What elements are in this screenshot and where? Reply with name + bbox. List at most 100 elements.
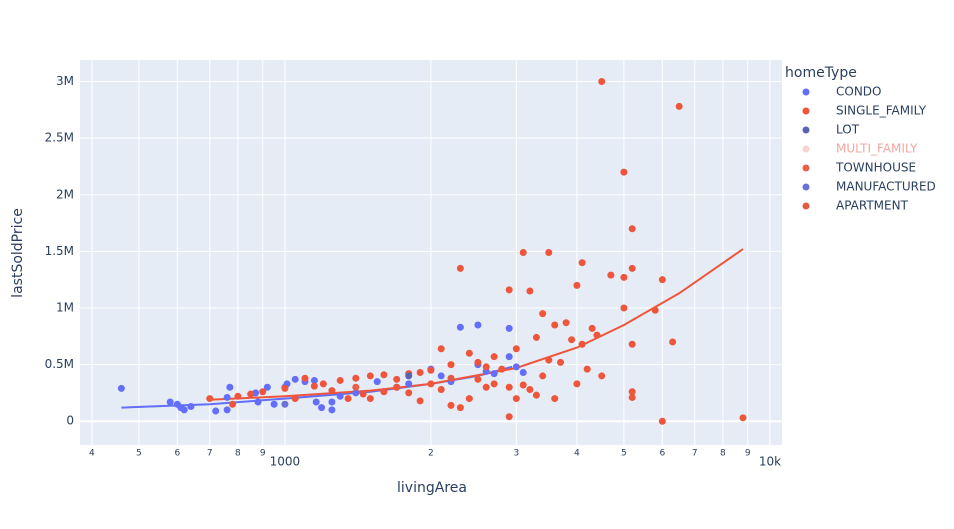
- point: [206, 395, 214, 403]
- point: [490, 353, 498, 361]
- point: [291, 395, 299, 403]
- point: [447, 401, 455, 409]
- legend-label: SINGLE_FAMILY: [836, 104, 927, 118]
- point: [405, 380, 413, 388]
- point: [519, 381, 527, 389]
- point: [505, 324, 513, 332]
- point: [328, 406, 336, 414]
- x-axis-title: livingArea: [397, 480, 467, 496]
- point: [212, 407, 220, 415]
- point: [310, 376, 318, 384]
- point: [519, 249, 527, 256]
- legend-marker: [802, 164, 810, 172]
- point: [254, 398, 262, 406]
- point: [427, 366, 435, 374]
- point: [456, 323, 464, 331]
- point: [281, 400, 289, 408]
- point: [259, 388, 267, 396]
- legend-label: MULTI_FAMILY: [836, 142, 918, 156]
- legend-marker: [802, 107, 810, 115]
- point: [366, 395, 374, 403]
- point: [393, 383, 401, 391]
- point: [578, 259, 586, 267]
- point: [482, 383, 490, 391]
- point: [568, 336, 576, 344]
- point: [539, 310, 547, 318]
- y-tick-label: 2M: [56, 187, 74, 201]
- point: [328, 398, 336, 406]
- point: [532, 333, 540, 341]
- point: [562, 319, 570, 327]
- point: [482, 363, 490, 371]
- point: [551, 321, 559, 329]
- point: [223, 393, 231, 401]
- legend-marker: [802, 126, 810, 134]
- x-tick-label: 8: [235, 449, 241, 459]
- point: [505, 383, 513, 391]
- legend-marker: [802, 183, 810, 191]
- point: [229, 400, 237, 408]
- x-tick-label: 1000: [270, 455, 301, 469]
- x-tick-label: 6: [659, 449, 665, 459]
- point: [166, 398, 174, 406]
- point: [658, 276, 666, 284]
- point: [234, 392, 242, 400]
- point: [310, 382, 318, 390]
- x-tick-label: 10k: [759, 455, 781, 469]
- point: [318, 404, 326, 412]
- point: [651, 306, 659, 314]
- point: [281, 384, 289, 392]
- point: [416, 397, 424, 405]
- point: [588, 324, 596, 332]
- point: [117, 384, 125, 392]
- point: [373, 378, 381, 386]
- point: [551, 395, 559, 403]
- point: [474, 358, 482, 366]
- point: [628, 340, 636, 348]
- y-tick-label: 0: [66, 414, 74, 428]
- point: [380, 371, 388, 379]
- point: [526, 287, 534, 295]
- legend-marker: [802, 88, 810, 96]
- point: [620, 273, 628, 281]
- legend-label: APARTMENT: [836, 199, 909, 213]
- point: [416, 369, 424, 377]
- point: [226, 383, 234, 391]
- x-tick-label: 7: [692, 449, 698, 459]
- point: [319, 380, 327, 388]
- point: [437, 386, 445, 394]
- point: [447, 361, 455, 369]
- y-tick-label: 3M: [56, 74, 74, 88]
- y-tick-label: 2.5M: [45, 131, 74, 145]
- point: [628, 225, 636, 233]
- point: [512, 345, 520, 353]
- point: [598, 78, 606, 86]
- point: [490, 380, 498, 388]
- point: [247, 390, 255, 398]
- point: [465, 349, 473, 357]
- point: [519, 369, 527, 377]
- point: [675, 102, 683, 110]
- point: [607, 271, 615, 279]
- point: [739, 414, 747, 422]
- x-tick-label: 4: [574, 449, 580, 459]
- legend-label: TOWNHOUSE: [835, 161, 916, 175]
- legend-marker: [802, 145, 810, 153]
- legend-marker: [802, 202, 810, 210]
- point: [539, 372, 547, 380]
- point: [505, 413, 513, 421]
- point: [620, 304, 628, 312]
- point: [359, 390, 367, 398]
- point: [301, 374, 309, 382]
- point: [490, 370, 498, 378]
- point: [263, 383, 271, 391]
- point: [532, 391, 540, 399]
- point: [545, 249, 553, 256]
- point: [437, 345, 445, 353]
- legend-title: homeType: [785, 65, 857, 81]
- point: [223, 406, 231, 414]
- point: [498, 365, 506, 373]
- point: [598, 372, 606, 380]
- point: [312, 398, 320, 406]
